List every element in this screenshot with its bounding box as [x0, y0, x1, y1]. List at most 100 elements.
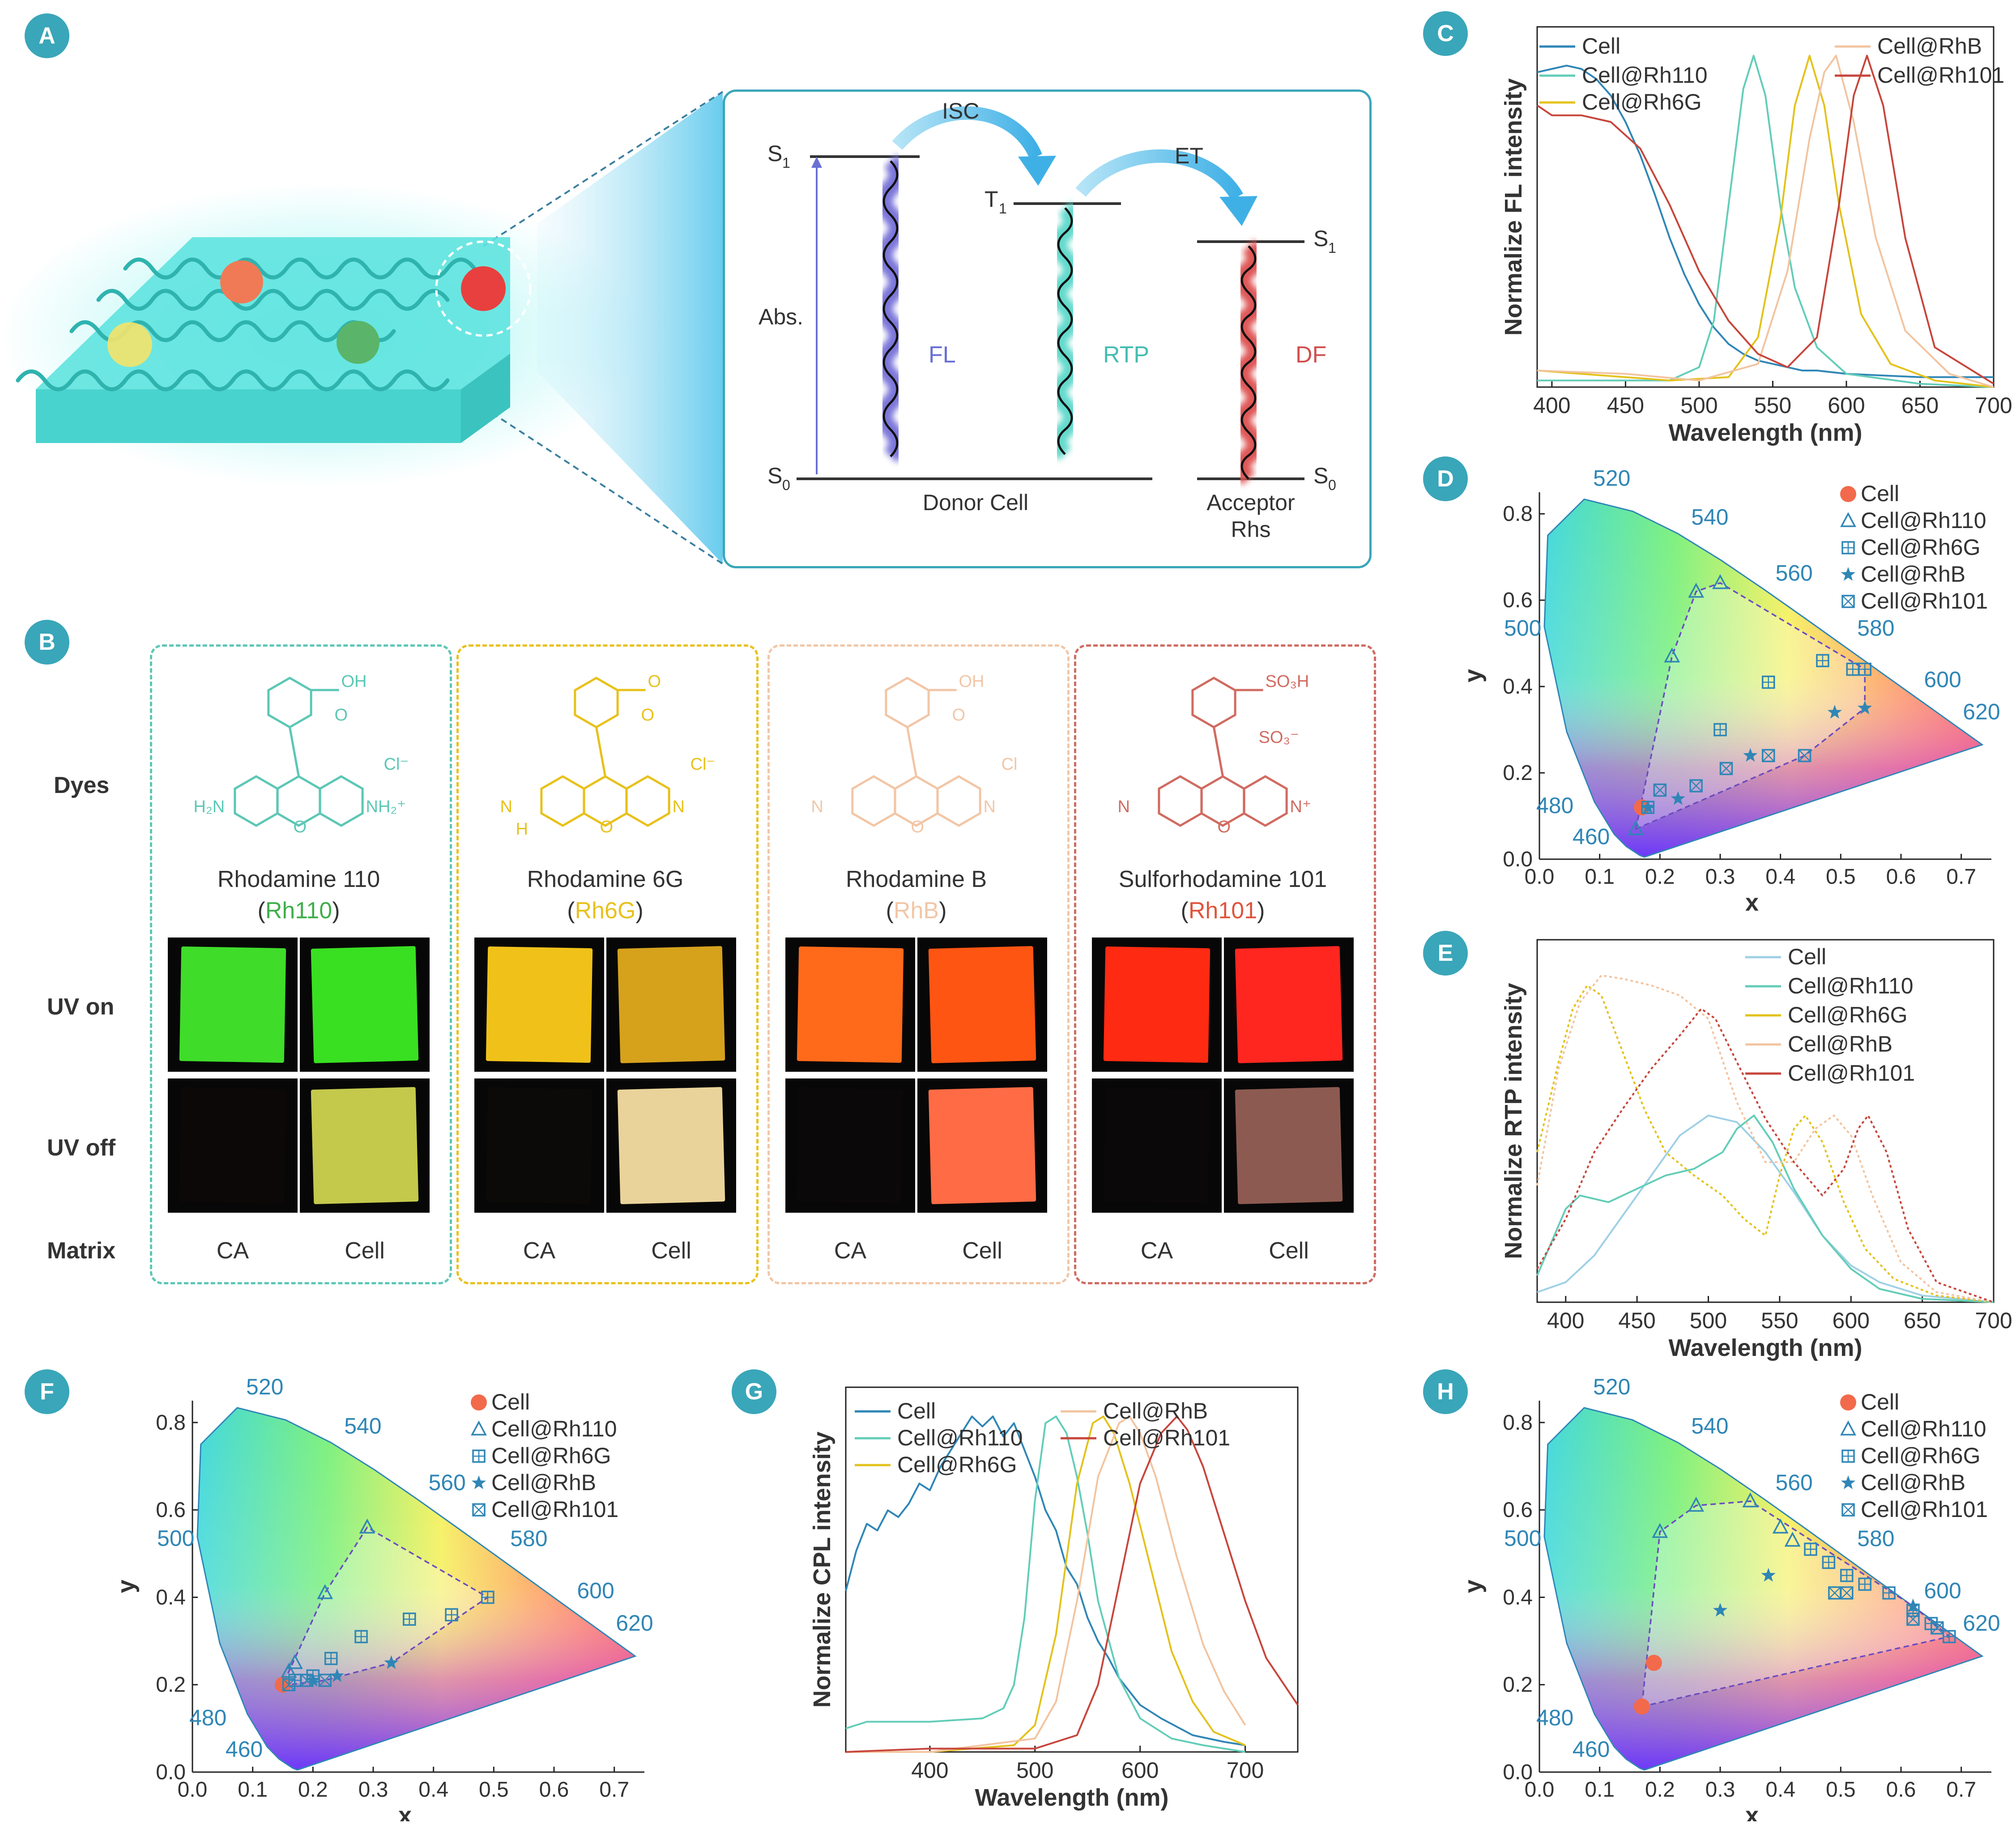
label-s1-right: S — [1313, 226, 1328, 251]
sample-film — [797, 1087, 904, 1204]
photo-rh6g-cell-uv-off — [606, 1078, 736, 1213]
chem-label-right: N — [984, 797, 996, 816]
marker-xsquare — [1931, 1621, 1944, 1635]
x-tick-label: 0.2 — [1645, 865, 1675, 889]
wavelength-label-520: 520 — [246, 1374, 283, 1399]
photo-rh6g-ca-uv-on — [474, 938, 604, 1072]
chem-label-ion: Cl⁻ — [384, 755, 409, 774]
row-label-uv-off: UV off — [47, 1135, 116, 1161]
legend-entry: Cell@Rh101 — [1877, 63, 2004, 88]
marker-square — [403, 1612, 416, 1626]
marker-triangle — [1628, 820, 1644, 835]
marker-xsquare — [1841, 1503, 1855, 1517]
matrix-label: Cell — [962, 1238, 1002, 1264]
legend-entry: Cell — [1861, 1389, 1899, 1415]
photo-rhb-cell-uv-off — [917, 1078, 1047, 1213]
dye-name-rhb: Rhodamine B — [845, 866, 987, 892]
x-tick-label: 0.2 — [1645, 1778, 1675, 1802]
legend-entry: Cell@Rh110 — [1582, 63, 1708, 88]
row-label-uv-on: UV on — [47, 994, 115, 1020]
photo-rh101-cell-uv-on — [1224, 938, 1354, 1072]
marker-xsquare — [1653, 783, 1667, 797]
dye-sphere-orange — [220, 260, 263, 303]
photo-rh110-cell-uv-on — [300, 938, 430, 1072]
sample-film — [311, 946, 419, 1064]
paren-open: ( — [257, 898, 265, 924]
x-tick-label: 450 — [1607, 393, 1644, 418]
label-s1-left: S — [767, 141, 782, 166]
spectral-locus — [1543, 498, 1984, 858]
x-tick-label: 700 — [1227, 1758, 1264, 1783]
plot-frame — [845, 1386, 1299, 1753]
series-line-cell-rh110 — [845, 1415, 1245, 1753]
chem-label-ring-o: O — [600, 818, 614, 836]
chem-label-ring-o: O — [911, 818, 925, 836]
y-tick-label: 0.2 — [1503, 1673, 1533, 1697]
sample-film — [486, 946, 593, 1063]
series-line-cell-rhb — [1536, 974, 1994, 1303]
marker-triangle — [1652, 1523, 1668, 1538]
sample-film — [1235, 946, 1343, 1064]
label-donor-cell: Donor Cell — [923, 490, 1028, 515]
wavelength-label-560: 560 — [1775, 561, 1812, 586]
wavelength-label-460: 460 — [1573, 1737, 1610, 1762]
x-tick-label: 0.7 — [1946, 1778, 1976, 1802]
matrix-label: Cell — [651, 1238, 691, 1264]
matrix-label: CA — [1140, 1238, 1173, 1264]
legend-entry: Cell@Rh101 — [1861, 588, 1988, 614]
y-tick-label: 0.6 — [156, 1498, 186, 1522]
dye-name-rh101: Sulforhodamine 101 — [1118, 866, 1327, 892]
dye-box-rhb — [767, 644, 1070, 1284]
label-et: ET — [1175, 143, 1203, 168]
marker-star — [1641, 800, 1655, 814]
matrix-label: Cell — [1269, 1238, 1309, 1264]
paren-open: ( — [1181, 898, 1189, 924]
marker-square — [1840, 1568, 1854, 1582]
marker-triangle — [287, 1654, 303, 1669]
chem-label-side: SO₃⁻ — [1259, 728, 1299, 747]
x-tick-label: 600 — [1833, 1308, 1870, 1333]
legend-entry: Cell@Rh6G — [491, 1443, 611, 1468]
label-s1-right-sub: 1 — [1328, 240, 1336, 256]
matrix-label: CA — [834, 1238, 867, 1264]
x-tick-label: 550 — [1761, 1308, 1798, 1333]
marker-square — [1841, 541, 1855, 554]
legend-entry: Cell@Rh101 — [1788, 1061, 1915, 1086]
paren-close: ) — [939, 898, 947, 924]
matrix-label: CA — [523, 1238, 556, 1264]
wavelength-label-560: 560 — [1775, 1470, 1812, 1495]
legend-entry: Cell@Rh101 — [1861, 1497, 1988, 1522]
photo-rhb-cell-uv-on — [917, 938, 1047, 1072]
label-t1: T — [985, 187, 998, 212]
y-tick-label: 0.2 — [156, 1673, 186, 1697]
marker-star — [384, 1655, 399, 1669]
y-axis-label: Normalize CPL intensity — [809, 1432, 835, 1708]
legend-entry: Cell — [897, 1398, 936, 1423]
sample-film — [179, 1087, 286, 1204]
panel-label-f: F — [25, 1369, 69, 1414]
marker-xsquare — [472, 1503, 486, 1517]
x-tick-label: 0.0 — [178, 1778, 208, 1802]
y-tick-label: 0.6 — [1503, 588, 1533, 612]
legend-entry: Cell@RhB — [491, 1470, 596, 1495]
sample-film — [617, 1087, 725, 1205]
x-tick-label: 0.2 — [298, 1778, 328, 1802]
chem-structure-rh110: OH O Cl⁻ H₂N NH₂⁺ O — [194, 672, 409, 836]
series-line-cell-rh110 — [1536, 1114, 1994, 1303]
label-t1-sub: 1 — [999, 200, 1007, 217]
isc-arrow — [892, 106, 1042, 160]
sample-film — [928, 946, 1036, 1064]
row-label-matrix: Matrix — [47, 1238, 116, 1264]
legend-entry: Cell@Rh110 — [491, 1416, 617, 1441]
x-tick-label: 0.6 — [1886, 1778, 1916, 1802]
marker-triangle — [1772, 1518, 1789, 1534]
legend-entry: Cell@Rh6G — [897, 1452, 1017, 1477]
label-fl: FL — [929, 342, 956, 368]
y-tick-label: 0.0 — [1503, 1760, 1533, 1784]
marker-star — [1841, 1475, 1856, 1489]
legend-entry: Cell — [1861, 481, 1899, 506]
marker-square — [472, 1449, 486, 1463]
legend-entry: Cell — [1788, 944, 1826, 969]
wavelength-label-500: 500 — [157, 1526, 194, 1551]
series-line-cell-rhb — [1537, 55, 1994, 388]
